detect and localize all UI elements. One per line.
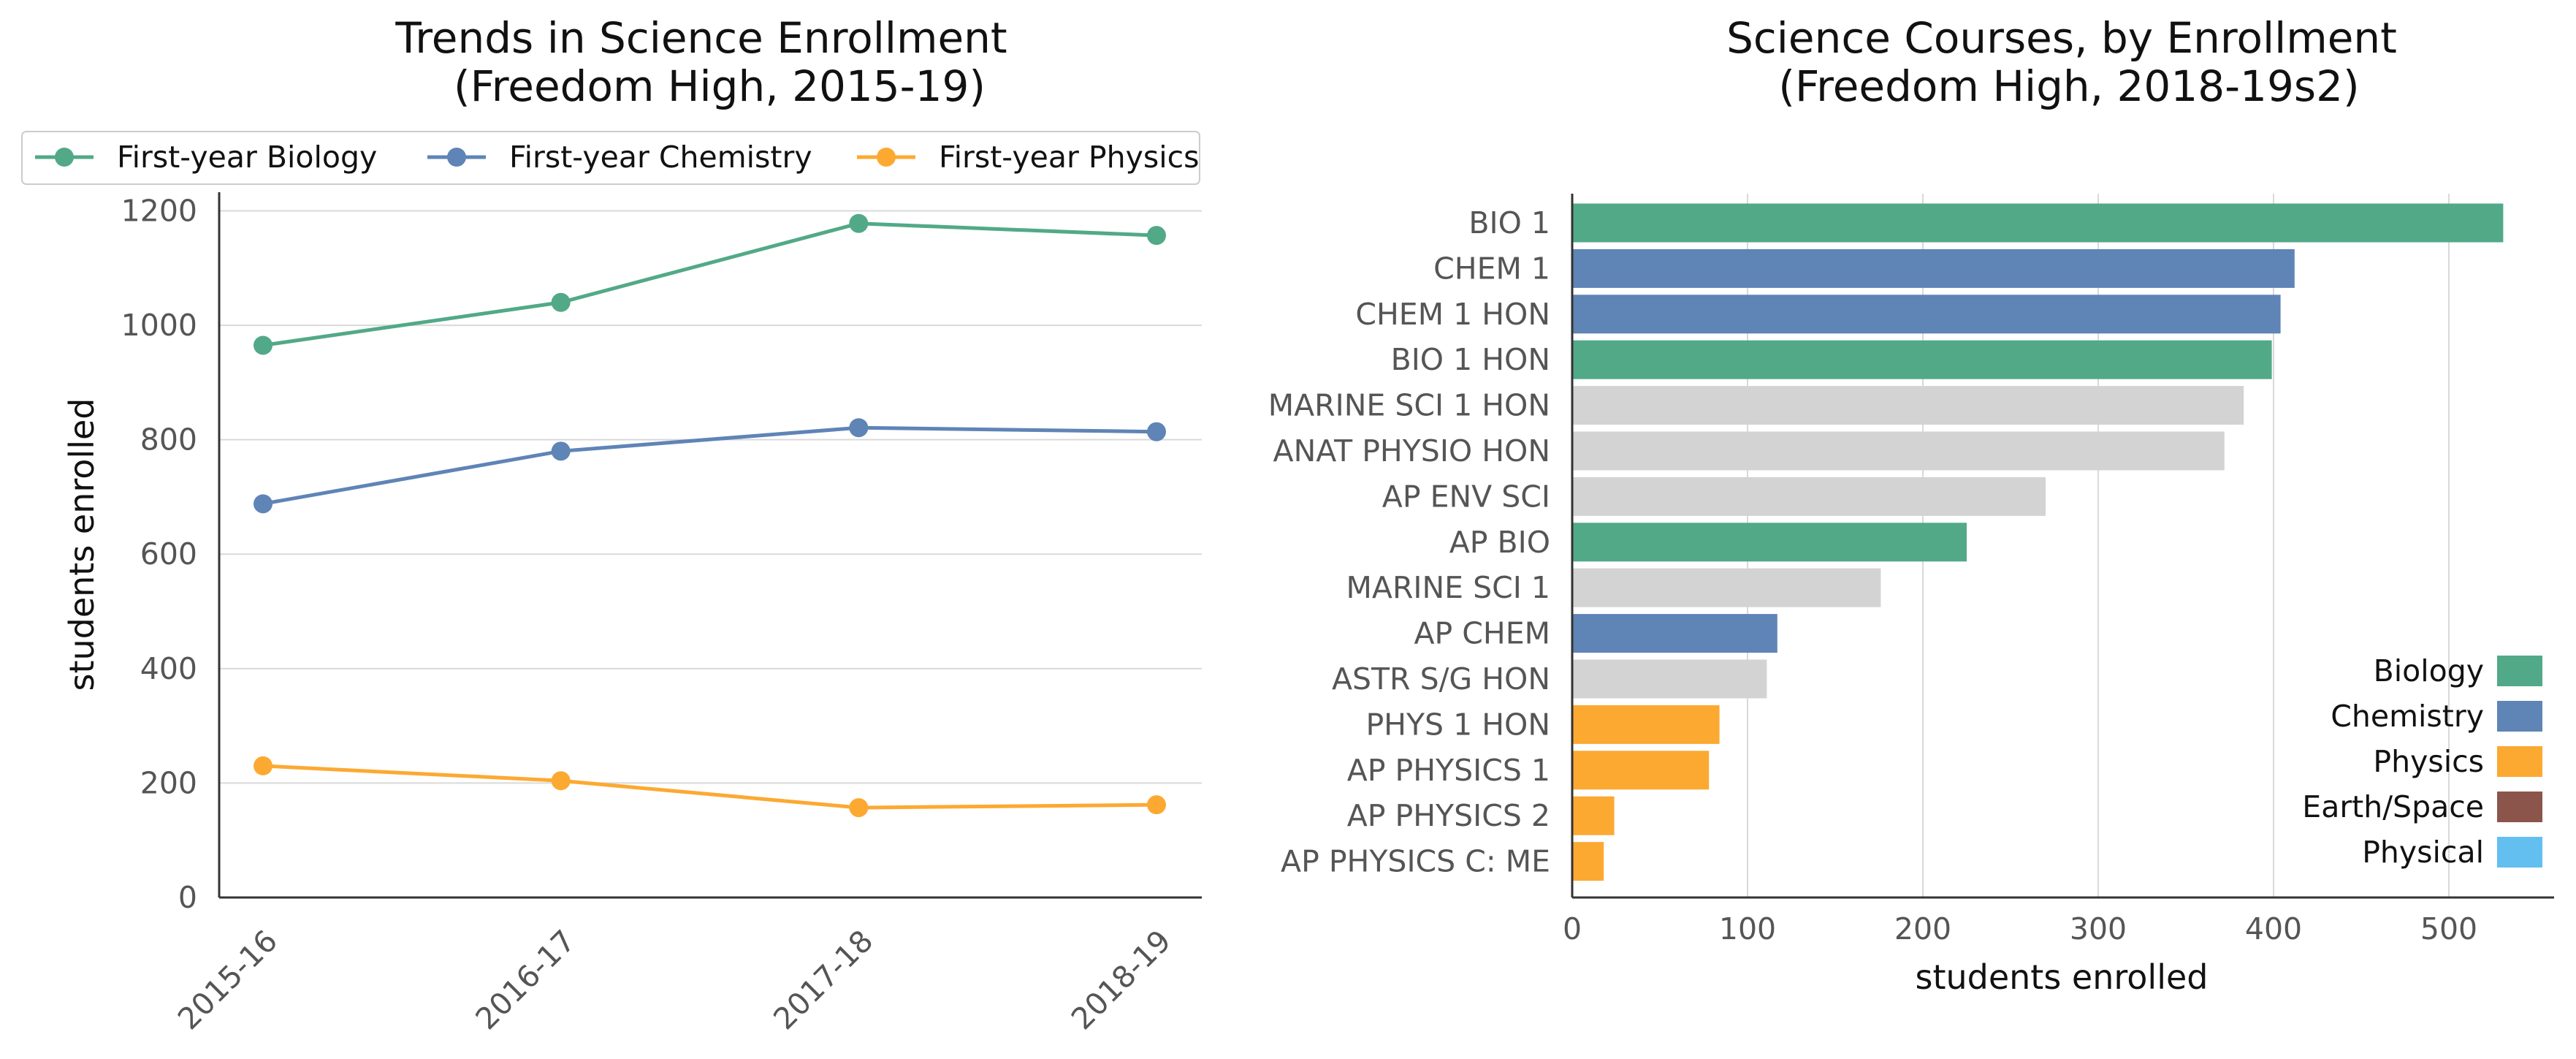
- line-chart-y-tick-label: 400: [140, 651, 197, 686]
- line-chart-point: [849, 213, 869, 233]
- bar-chart-legend-label: Physical: [2362, 835, 2484, 870]
- line-chart-point: [551, 441, 571, 461]
- bar-chart-y-tick-label: AP CHEM: [1414, 616, 1550, 651]
- bar-chart-y-tick-label: CHEM 1: [1433, 251, 1550, 286]
- bar-chart-y-tick-label: CHEM 1 HON: [1355, 297, 1550, 332]
- bar-chart-bar: [1572, 751, 1710, 790]
- bar-chart-title-line1: Science Courses, by Enrollment: [1726, 13, 2397, 63]
- bar-chart-y-tick-label: MARINE SCI 1 HON: [1268, 388, 1550, 423]
- bar-chart-y-tick-label: MARINE SCI 1: [1346, 570, 1550, 605]
- bar-chart-y-tick-label: BIO 1: [1468, 205, 1550, 240]
- bar-chart-y-tick-label: AP PHYSICS 2: [1347, 798, 1550, 833]
- line-chart-series-line: [262, 425, 1157, 506]
- bar-chart-bar: [1572, 659, 1767, 699]
- line-chart-y-tick-label: 0: [178, 880, 197, 915]
- bar-chart-legend-swatch: [2497, 837, 2542, 868]
- bar-chart-bar: [1572, 523, 1967, 562]
- line-chart-point: [551, 771, 571, 791]
- line-chart-point: [1147, 226, 1166, 246]
- bar-chart-x-axis-label: students enrolled: [1916, 957, 2209, 997]
- line-chart: 0 200 400 600 800 1000 1200 2015-16 2016-17 2017-…: [21, 131, 1202, 1036]
- bar-chart-legend-swatch: [2497, 656, 2542, 686]
- bar-chart-y-tick-label: AP PHYSICS 1: [1347, 753, 1550, 788]
- line-chart-x-tick-label: 2017-18: [766, 923, 880, 1036]
- bar-chart-y-tick-label: ANAT PHYSIO HON: [1273, 433, 1550, 468]
- line-chart-legend-label: First-year Biology: [117, 140, 377, 175]
- bar-chart-x-tick-label: 300: [2070, 911, 2127, 946]
- bar-chart: 0 100 200 300 400 500 BIO 1 CHEM 1 CHEM 1 HON BIO…: [1268, 194, 2554, 946]
- line-chart-point: [254, 494, 273, 514]
- bar-chart-bar: [1572, 340, 2272, 379]
- bar-chart-bar: [1572, 705, 1720, 744]
- line-chart-x-tick-label: 2016-17: [469, 923, 582, 1036]
- line-chart-series-line: [262, 764, 1157, 810]
- bar-chart-bar: [1572, 295, 2281, 334]
- line-chart-series-line: [262, 221, 1157, 347]
- line-chart-point: [254, 756, 273, 775]
- bar-chart-x-tick-label: 400: [2245, 911, 2302, 946]
- line-chart-y-tick-label: 1000: [121, 308, 197, 343]
- bar-chart-y-tick-label: AP BIO: [1449, 525, 1550, 560]
- line-chart-point: [254, 335, 273, 355]
- line-chart-legend-marker: [877, 148, 896, 167]
- line-chart-y-tick-label: 1200: [121, 193, 197, 228]
- line-chart-point: [849, 798, 869, 818]
- bar-chart-legend-swatch: [2497, 701, 2542, 732]
- line-chart-legend-marker: [55, 148, 74, 167]
- line-chart-title-line2: (Freedom High, 2015-19): [454, 61, 986, 111]
- line-chart-legend-marker: [447, 148, 466, 167]
- line-chart-point: [551, 292, 571, 312]
- bar-chart-legend-label: Earth/Space: [2302, 789, 2484, 824]
- bar-chart-bar: [1572, 477, 2046, 516]
- bar-chart-legend-swatch: [2497, 792, 2542, 822]
- bar-chart-y-tick-label: AP PHYSICS C: ME: [1281, 844, 1550, 879]
- bar-chart-bar: [1572, 614, 1777, 653]
- bar-chart-x-tick-label: 0: [1563, 911, 1582, 946]
- bar-chart-bar: [1572, 203, 2504, 243]
- line-chart-legend-box: [21, 131, 1200, 185]
- line-chart-title-line1: Trends in Science Enrollment: [395, 13, 1007, 63]
- bar-chart-bar: [1572, 386, 2244, 425]
- bar-chart-legend-label: Chemistry: [2331, 699, 2484, 734]
- line-chart-point: [1147, 795, 1166, 815]
- bar-chart-x-tick-label: 500: [2420, 911, 2477, 946]
- line-chart-legend-label: First-year Physics: [939, 140, 1200, 175]
- bar-chart-bar: [1572, 248, 2295, 288]
- bar-chart-bar: [1572, 842, 1604, 881]
- bar-chart-y-tick-label: ASTR S/G HON: [1332, 661, 1550, 696]
- bar-chart-bar: [1572, 568, 1881, 607]
- bar-chart-bar: [1572, 796, 1615, 835]
- line-chart-legend-label: First-year Chemistry: [509, 140, 812, 175]
- line-chart-x-tick-label: 2018-19: [1064, 923, 1178, 1036]
- line-chart-y-tick-label: 200: [140, 765, 197, 800]
- line-chart-y-axis-label: students enrolled: [62, 398, 102, 691]
- bar-chart-legend-label: Physics: [2373, 744, 2484, 779]
- bar-chart-title-line2: (Freedom High, 2018-19s2): [1778, 61, 2359, 111]
- line-chart-point: [1147, 422, 1166, 441]
- bar-chart-y-tick-label: AP ENV SCI: [1382, 479, 1550, 514]
- line-chart-point: [849, 418, 869, 438]
- line-chart-y-tick-label: 600: [140, 536, 197, 572]
- bar-chart-x-tick-label: 200: [1894, 911, 1951, 946]
- line-chart-y-tick-label: 800: [140, 422, 197, 458]
- bar-chart-y-tick-label: BIO 1 HON: [1391, 342, 1550, 377]
- bar-chart-legend-swatch: [2497, 746, 2542, 777]
- bar-chart-y-tick-label: PHYS 1 HON: [1365, 707, 1550, 742]
- line-chart-x-tick-label: 2015-16: [171, 923, 284, 1036]
- bar-chart-legend-label: Biology: [2374, 653, 2484, 688]
- bar-chart-bar: [1572, 431, 2225, 471]
- bar-chart-x-tick-label: 100: [1719, 911, 1776, 946]
